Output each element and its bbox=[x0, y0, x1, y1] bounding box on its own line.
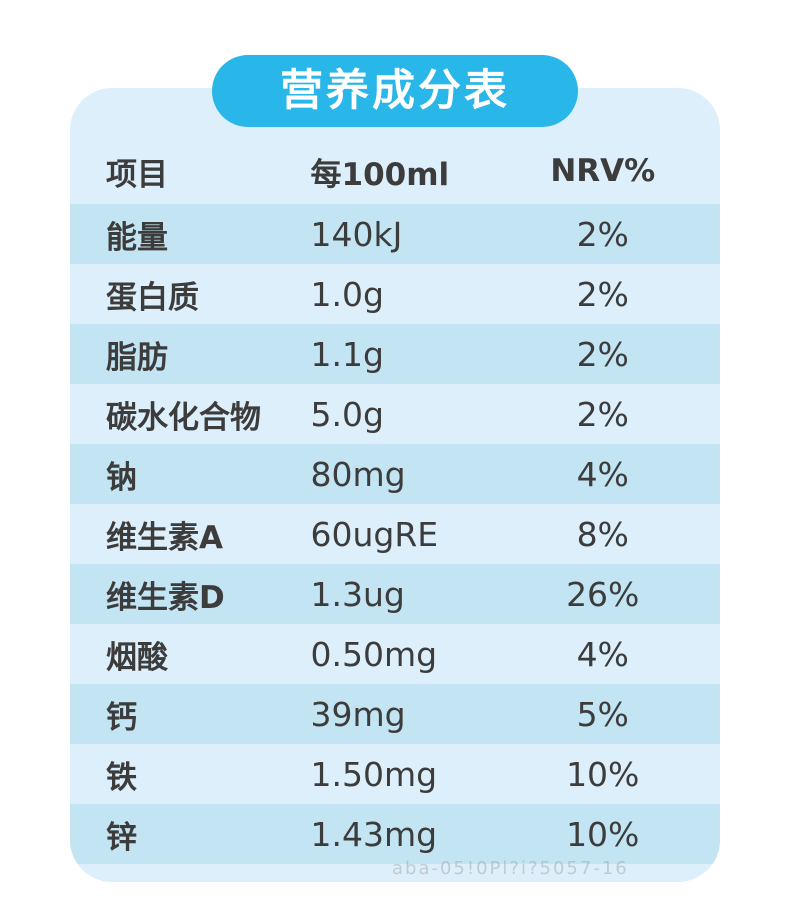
row-name: 蛋白质 bbox=[106, 279, 199, 316]
row-name: 铁 bbox=[106, 759, 137, 796]
table-row: 锌 1.43mg 10% bbox=[70, 804, 720, 864]
row-value: 1.0g bbox=[310, 274, 384, 314]
row-name: 钠 bbox=[106, 459, 137, 496]
row-value: 1.1g bbox=[310, 334, 384, 374]
table-row: 铁 1.50mg 10% bbox=[70, 744, 720, 804]
row-name: 锌 bbox=[106, 819, 137, 856]
row-nrv: 10% bbox=[566, 814, 640, 854]
table-header-row: 项目 每100ml NRV% bbox=[70, 138, 720, 204]
row-nrv: 2% bbox=[576, 214, 629, 254]
table-row: 能量 140kJ 2% bbox=[70, 204, 720, 264]
table-row: 脂肪 1.1g 2% bbox=[70, 324, 720, 384]
row-name: 能量 bbox=[106, 219, 168, 256]
table-row: 维生素D 1.3ug 26% bbox=[70, 564, 720, 624]
row-nrv: 4% bbox=[576, 454, 629, 494]
page-title: 营养成分表 bbox=[280, 65, 510, 116]
table-row: 钙 39mg 5% bbox=[70, 684, 720, 744]
column-header-item: 项目 bbox=[106, 156, 168, 193]
table-row: 钠 80mg 4% bbox=[70, 444, 720, 504]
table-row: 烟酸 0.50mg 4% bbox=[70, 624, 720, 684]
row-name: 烟酸 bbox=[106, 639, 168, 676]
row-name: 维生素A bbox=[106, 519, 223, 556]
row-name: 脂肪 bbox=[106, 339, 168, 376]
row-value: 39mg bbox=[310, 694, 406, 734]
row-name: 钙 bbox=[106, 699, 137, 736]
row-value: 140kJ bbox=[310, 214, 403, 254]
watermark-text: aba-05!0Pl?i?5057-16 bbox=[392, 858, 629, 879]
title-badge: 营养成分表 bbox=[212, 55, 578, 127]
row-name: 碳水化合物 bbox=[106, 399, 261, 436]
row-nrv: 4% bbox=[576, 634, 629, 674]
row-value: 1.50mg bbox=[310, 754, 438, 794]
row-nrv: 8% bbox=[576, 514, 629, 554]
row-value: 1.43mg bbox=[310, 814, 438, 854]
row-nrv: 26% bbox=[566, 574, 640, 614]
row-nrv: 5% bbox=[576, 694, 629, 734]
column-header-per100ml: 每100ml bbox=[310, 156, 450, 193]
row-value: 60ugRE bbox=[310, 514, 439, 554]
column-header-nrv: NRV% bbox=[550, 153, 656, 189]
table-row: 碳水化合物 5.0g 2% bbox=[70, 384, 720, 444]
row-nrv: 2% bbox=[576, 334, 629, 374]
row-value: 1.3ug bbox=[310, 574, 405, 614]
table-row: 维生素A 60ugRE 8% bbox=[70, 504, 720, 564]
row-value: 80mg bbox=[310, 454, 406, 494]
row-name: 维生素D bbox=[106, 579, 225, 616]
table-row: 蛋白质 1.0g 2% bbox=[70, 264, 720, 324]
row-value: 0.50mg bbox=[310, 634, 438, 674]
nutrition-card: 项目 每100ml NRV% 能量 140kJ 2% 蛋白质 1.0g 2% 脂… bbox=[70, 88, 720, 882]
row-nrv: 2% bbox=[576, 394, 629, 434]
row-value: 5.0g bbox=[310, 394, 384, 434]
row-nrv: 10% bbox=[566, 754, 640, 794]
row-nrv: 2% bbox=[576, 274, 629, 314]
nutrition-table: 项目 每100ml NRV% 能量 140kJ 2% 蛋白质 1.0g 2% 脂… bbox=[70, 138, 720, 864]
